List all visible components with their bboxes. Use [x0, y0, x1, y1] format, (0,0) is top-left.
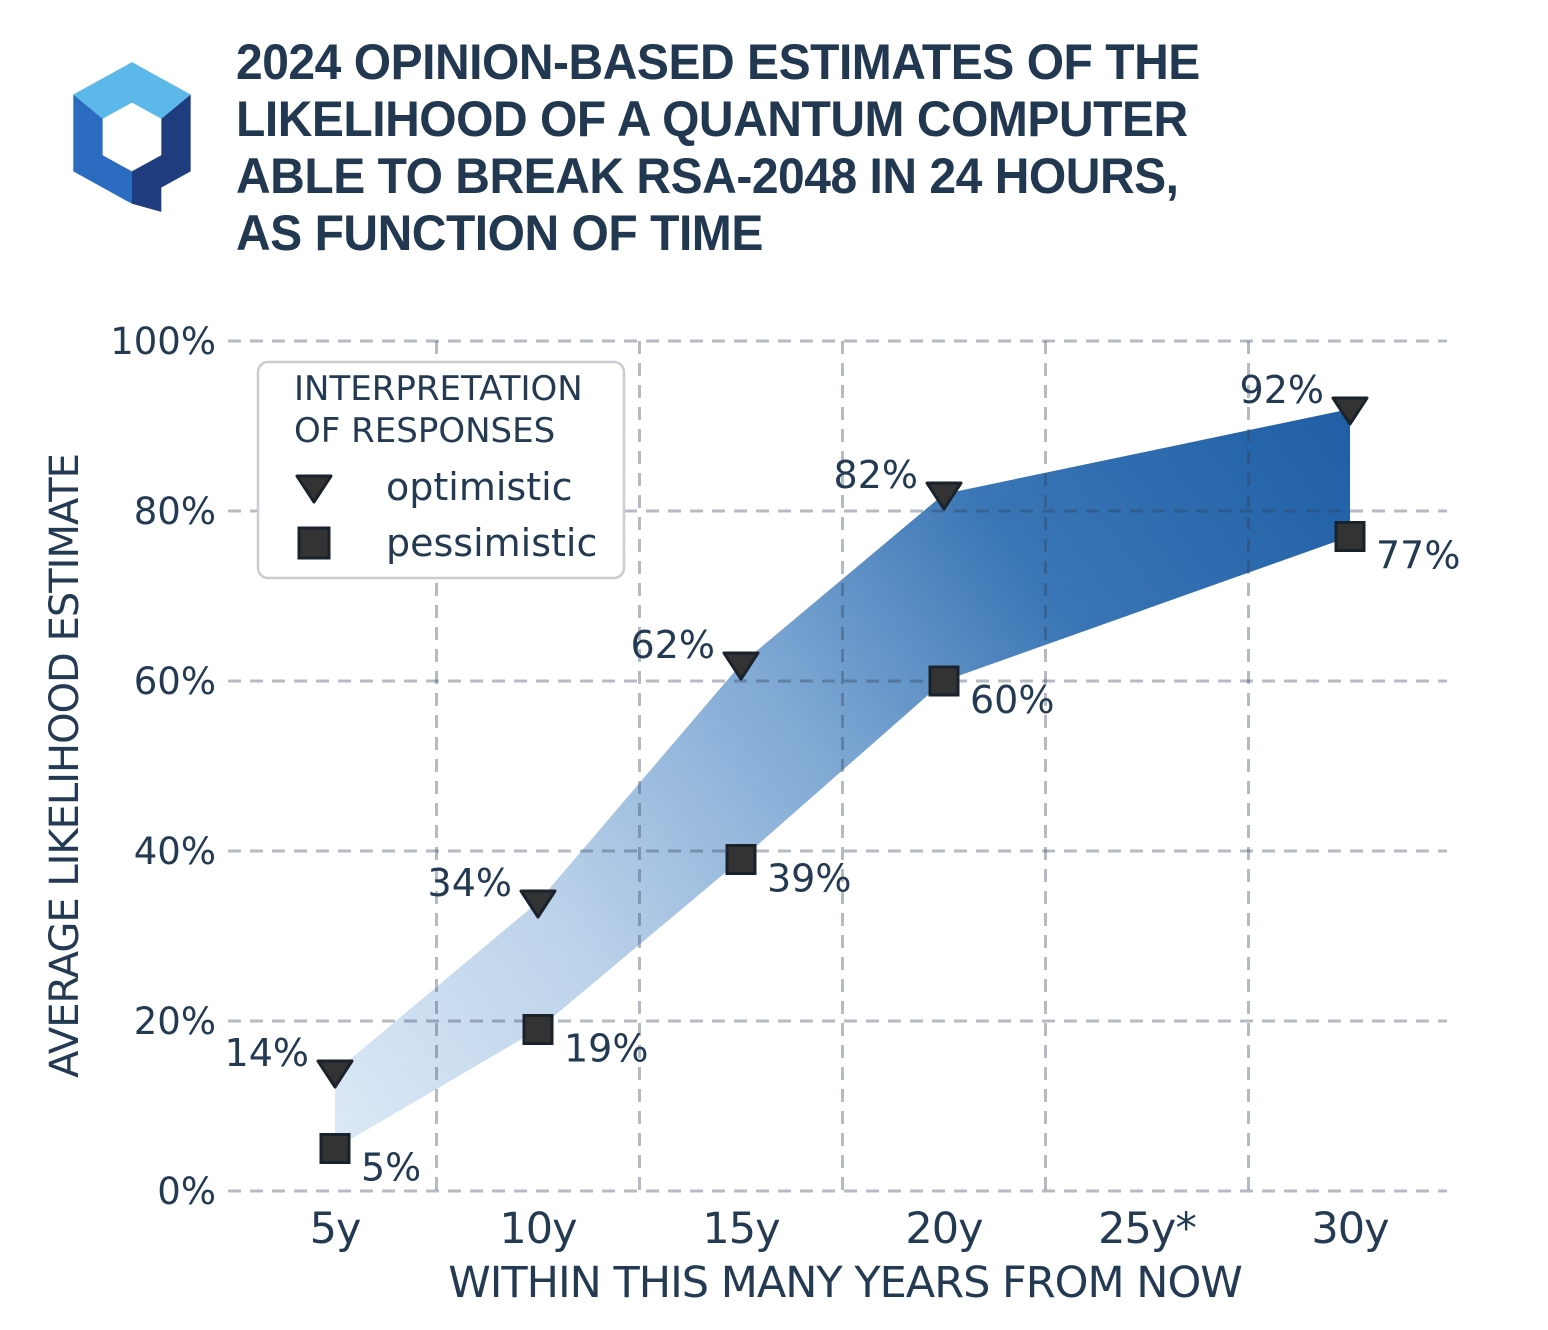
legend-marker-optimistic	[295, 474, 333, 504]
data-points: 14% 34% 62% 82% 92% 5% 19% 39% 60% 77%	[225, 368, 1461, 1190]
logo-top-face	[73, 62, 191, 119]
y-tick-label: 40%	[134, 830, 216, 873]
marker-pessimistic-5y	[319, 1133, 351, 1164]
chart-title-line: ABLE TO BREAK RSA-2048 IN 24 HOURS,	[236, 148, 1179, 204]
marker-optimistic-20y	[925, 481, 963, 511]
value-label-optimistic-15y: 62%	[631, 623, 715, 667]
y-tick-label: 60%	[134, 660, 216, 703]
x-tick-label: 10y	[499, 1204, 577, 1254]
value-label-optimistic-10y: 34%	[428, 861, 512, 905]
marker-pessimistic-30y	[1334, 521, 1366, 552]
uncertainty-band	[335, 409, 1350, 1149]
marker-optimistic-5y	[316, 1059, 354, 1089]
chart-title: 2024 OPINION-BASED ESTIMATES OF THE LIKE…	[236, 34, 1446, 262]
value-label-optimistic-20y: 82%	[834, 453, 918, 497]
legend-label-optimistic: optimistic	[386, 465, 573, 509]
header: 2024 OPINION-BASED ESTIMATES OF THE LIKE…	[0, 0, 1548, 300]
legend-title-line: OF RESPONSES	[294, 411, 555, 451]
y-axis-title: AVERAGE LIKELIHOOD ESTIMATE	[42, 454, 88, 1078]
value-label-pessimistic-20y: 60%	[970, 678, 1054, 722]
y-tick-label: 80%	[134, 490, 216, 533]
value-label-pessimistic-10y: 19%	[564, 1027, 648, 1071]
value-label-pessimistic-15y: 39%	[767, 857, 851, 901]
chart-title-line: 2024 OPINION-BASED ESTIMATES OF THE	[236, 34, 1200, 90]
legend-box	[256, 360, 626, 580]
x-tick-label: 15y	[702, 1204, 780, 1254]
x-tick-label: 30y	[1311, 1204, 1389, 1254]
x-axis-title: WITHIN THIS MANY YEARS FROM NOW	[448, 1258, 1242, 1308]
value-label-pessimistic-30y: 77%	[1376, 534, 1460, 578]
chart-title-line: LIKELIHOOD OF A QUANTUM COMPUTER	[236, 91, 1188, 147]
axes: 0% 20% 40% 60% 80% 100% 5y 10y 15y 20y 25y* 30y WITH…	[42, 320, 1390, 1308]
x-tick-label: 25y*	[1098, 1204, 1196, 1254]
logo-q-tail	[131, 155, 162, 212]
marker-optimistic-15y	[722, 651, 760, 681]
marker-optimistic-10y	[519, 889, 557, 919]
value-label-optimistic-30y: 92%	[1240, 368, 1324, 412]
y-tick-label: 0%	[157, 1170, 216, 1213]
marker-pessimistic-15y	[725, 844, 757, 875]
legend-label-pessimistic: pessimistic	[386, 521, 597, 565]
x-tick-label: 5y	[310, 1204, 361, 1254]
y-tick-label: 20%	[134, 1000, 216, 1043]
chart-title-line: AS FUNCTION OF TIME	[236, 205, 763, 261]
y-tick-label: 100%	[110, 320, 216, 363]
value-label-pessimistic-5y: 5%	[361, 1146, 421, 1190]
value-label-optimistic-5y: 14%	[225, 1031, 309, 1075]
marker-pessimistic-20y	[928, 665, 960, 697]
marker-pessimistic-10y	[522, 1014, 554, 1045]
legend-marker-pessimistic	[297, 526, 331, 560]
x-tick-label: 20y	[905, 1204, 983, 1254]
marker-optimistic-30y	[1331, 396, 1369, 426]
hexagon-q-logo	[73, 62, 191, 212]
logo-left-face	[73, 94, 132, 204]
legend-title-line: INTERPRETATION	[294, 369, 583, 409]
